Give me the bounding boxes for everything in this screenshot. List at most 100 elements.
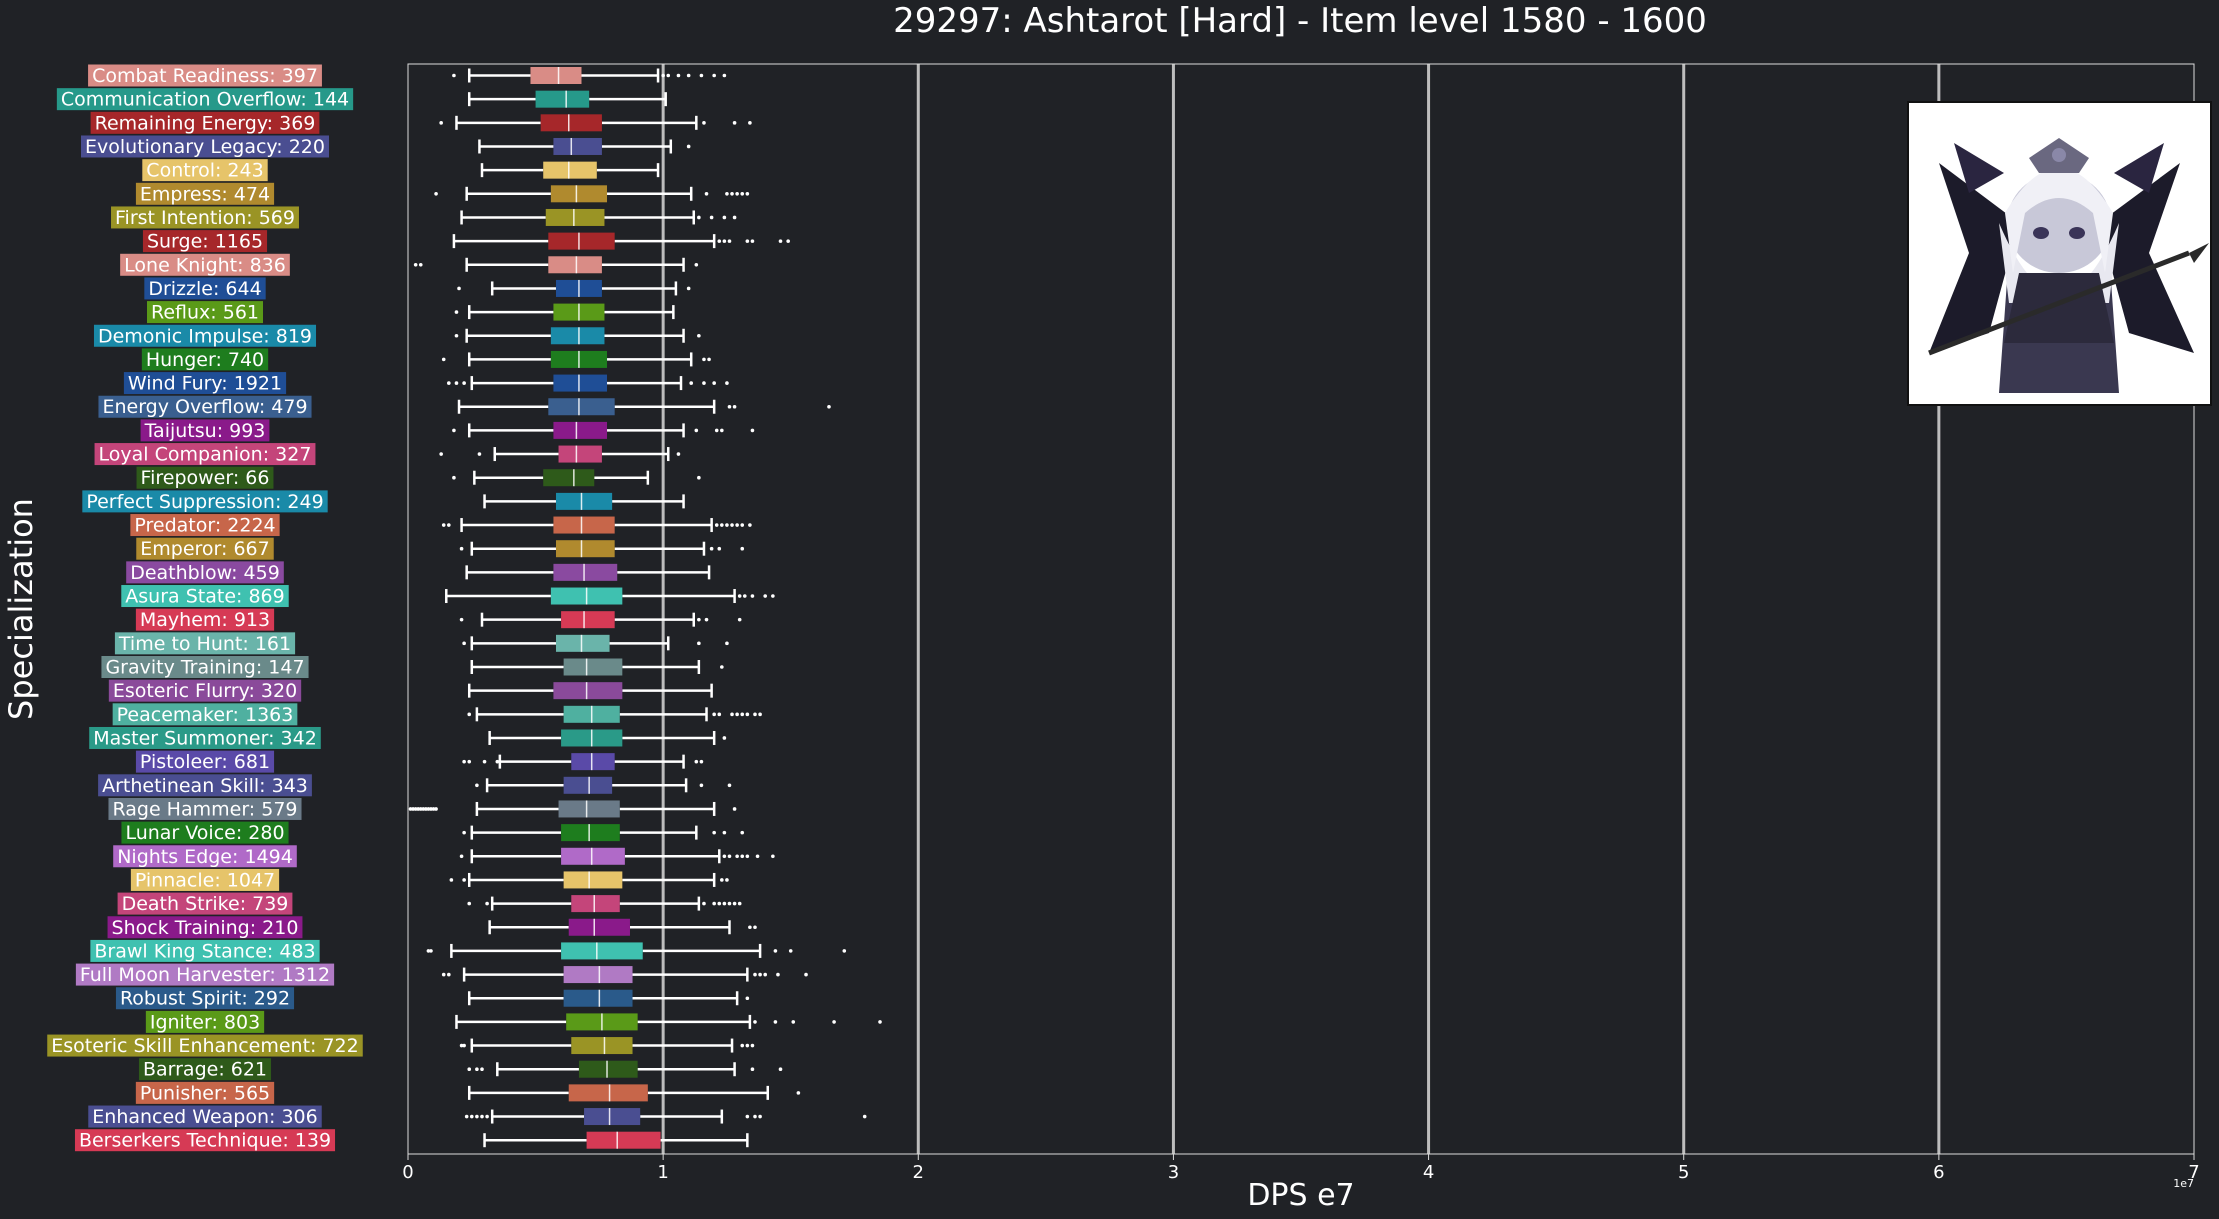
outlier-point [485,901,489,906]
category-label-background [123,372,287,395]
box-row [480,161,660,179]
category-label-background [136,466,274,489]
category-label-background [47,1034,363,1057]
category-label-background [75,963,335,986]
box [561,824,620,842]
outlier-point [737,617,742,622]
outlier-point [413,807,418,811]
box [553,421,608,439]
outlier-point [720,878,724,882]
outlier-point [786,239,790,243]
box-row [434,185,750,203]
category-label-background [121,585,289,608]
box-row [467,1084,801,1102]
outlier-point [730,523,734,527]
outlier-point [495,759,500,764]
category-label-background [108,797,302,820]
category-label-background [130,514,280,537]
box-row [488,918,757,936]
outlier-point [740,192,745,196]
box-row [439,114,752,132]
box-row [455,1013,882,1031]
outlier-point [725,192,729,196]
x-tick-label: 0 [402,1162,413,1183]
category-label: Full Moon Harvester: 1312 [80,964,330,986]
category-label-background [141,348,269,371]
outlier-point [740,1043,745,1048]
category-label-background [90,939,320,962]
box-row [408,800,737,818]
category-label-background [135,1081,275,1104]
outlier-point [462,1043,466,1048]
outlier-point [712,901,716,906]
box [568,1084,648,1102]
box [555,492,613,510]
box-series [408,67,882,1149]
x-tick-label: 3 [1168,1162,1179,1183]
outlier-point [776,972,780,977]
outlier-point [745,854,750,859]
category-label-background [98,395,312,418]
box-row [457,279,691,297]
outlier-point [439,121,443,125]
outlier-point [697,475,701,480]
box-row [452,232,790,250]
outlier-point [722,830,727,835]
box [563,989,633,1007]
outlier-point [740,830,745,835]
outlier-point [447,972,451,977]
category-label: Combat Readiness: 397 [92,65,318,87]
box [553,137,602,155]
box-row [467,1060,783,1078]
category-label: Empress: 474 [140,183,270,205]
outlier-point [661,73,665,78]
category-label: Mayhem: 913 [140,609,270,631]
category-label-background [111,206,299,229]
outlier-point [730,192,734,196]
outlier-point [441,972,446,977]
category-label: Brawl King Stance: 483 [94,940,315,962]
category-label: Barrage: 621 [143,1059,267,1081]
outlier-point [714,523,719,527]
outlier-point [753,712,757,717]
box [568,918,630,936]
box-row [467,989,750,1007]
outlier-point [748,121,752,125]
outlier-point [475,783,479,788]
category-label-background [82,490,328,513]
category-label: Surge: 1165 [147,231,263,253]
outlier-point [753,1114,757,1119]
outlier-point [462,878,466,882]
outlier-point [758,1114,762,1119]
category-label-background [94,443,316,466]
outlier-point [778,239,783,243]
outlier-point [725,641,729,646]
category-label-background [90,111,320,134]
category-label: Robust Spirit: 292 [120,988,290,1010]
box [558,445,602,463]
box-row [447,374,729,392]
box [578,1060,638,1078]
category-label: Esoteric Skill Enhancement: 722 [51,1035,359,1057]
category-label-background [113,845,297,868]
outlier-point [676,452,681,456]
x-offset-label: 1e7 [2173,1177,2194,1190]
outlier-point [441,357,446,362]
box-row [467,705,762,723]
outlier-point [771,594,775,598]
box-row [445,587,775,605]
outlier-point [717,546,722,551]
box [584,1108,641,1126]
outlier-point [459,546,464,551]
outlier-point [842,949,847,953]
y-axis-label: Specialization [2,498,40,720]
category-label-background [135,608,275,631]
outlier-point [720,665,724,669]
outlier-point [454,333,459,338]
category-label-background [115,987,295,1010]
box-row [467,682,713,700]
outlier-point [467,1067,472,1072]
outlier-point [720,428,724,433]
category-label: Gravity Training: 147 [105,657,304,679]
outlier-point [699,73,704,78]
